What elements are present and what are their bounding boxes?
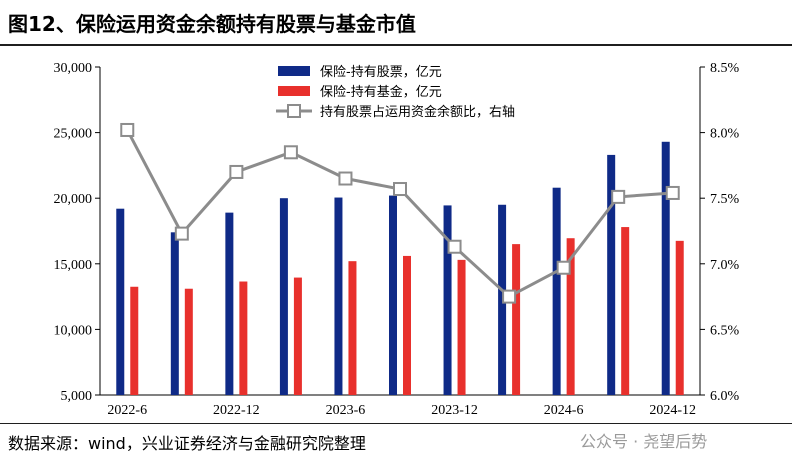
title-divider [0, 44, 792, 46]
x-tick-label: 2022-12 [213, 403, 260, 418]
ratio-point [502, 289, 517, 304]
ratio-point [665, 185, 680, 200]
legend-label: 保险-持有股票，亿元 [320, 65, 442, 80]
bar-stocks [170, 232, 179, 395]
bar-funds [293, 277, 302, 395]
y-right-tick-label: 7.0% [710, 258, 740, 273]
y-right-tick-label: 7.5% [710, 192, 740, 207]
y-right-tick-label: 6.5% [710, 323, 740, 338]
bar-funds [457, 259, 466, 395]
ratio-point [556, 260, 571, 275]
bar-stocks [552, 187, 561, 395]
ratio-point [283, 145, 298, 160]
y-left-tick-label: 20,000 [54, 192, 93, 207]
bar-funds [130, 286, 139, 395]
ratio-point [338, 171, 353, 186]
x-tick-label: 2023-12 [431, 403, 478, 418]
bar-funds [239, 281, 248, 395]
bar-stocks [389, 195, 397, 395]
y-left-tick-label: 25,000 [54, 127, 93, 142]
chart-axes: 5,000 10,000 15,000 20,000 25,000 30,000 6.0% 6… [54, 61, 740, 418]
x-tick-label: 2023-6 [326, 403, 366, 418]
bar-funds [184, 288, 193, 395]
bar-stocks [116, 208, 125, 395]
data-source: 数据来源：wind，兴业证券经济与金融研究院整理 [8, 434, 366, 453]
chart-title: 图12、保险运用资金余额持有股票与基金市值 [8, 12, 416, 36]
watermark-text: 公众号 · 尧望后势 [580, 432, 708, 451]
ratio-point [393, 182, 407, 197]
legend-label: 保险-持有基金，亿元 [320, 84, 442, 100]
bar-stocks [334, 197, 343, 395]
bar-funds [675, 240, 684, 395]
y-right-tick-label: 8.0% [710, 127, 740, 142]
y-left-tick-label: 30,000 [54, 61, 93, 76]
bar-stocks [225, 212, 234, 395]
ratio-point [174, 226, 189, 241]
x-tick-label: 2024-6 [544, 403, 584, 418]
bar-stocks [607, 154, 616, 395]
chart-bars [116, 141, 684, 395]
combo-chart: 5,000 10,000 15,000 20,000 25,000 30,000 6.0% 6… [54, 61, 740, 418]
bar-stocks [661, 141, 670, 395]
footer-divider [0, 423, 792, 424]
bar-funds [403, 255, 411, 395]
ratio-point [229, 164, 244, 179]
y-right-tick-label: 8.5% [710, 61, 740, 76]
y-left-tick-label: 15,000 [54, 258, 93, 273]
bar-funds [566, 238, 575, 395]
ratio-point [611, 189, 626, 204]
bar-stocks [443, 205, 452, 395]
chart-ratio-line [120, 122, 680, 304]
bar-stocks [279, 198, 288, 395]
ratio-line [125, 129, 673, 299]
bar-funds [621, 227, 630, 395]
x-tick-label: 2024-12 [649, 403, 696, 418]
bar-funds [348, 261, 357, 395]
x-tick-label: 2022-6 [107, 403, 147, 418]
legend-swatch [278, 86, 310, 96]
ratio-point [120, 122, 135, 137]
bar-funds [512, 244, 521, 395]
legend-swatch [278, 66, 310, 76]
y-left-tick-label: 10,000 [54, 323, 93, 338]
y-left-tick-label: 5,000 [61, 389, 93, 404]
legend-label: 持有股票占运用资金余额比，右轴 [320, 104, 515, 120]
legend-marker-swatch [287, 104, 301, 118]
ratio-point [447, 239, 462, 254]
y-right-tick-label: 6.0% [710, 389, 740, 404]
